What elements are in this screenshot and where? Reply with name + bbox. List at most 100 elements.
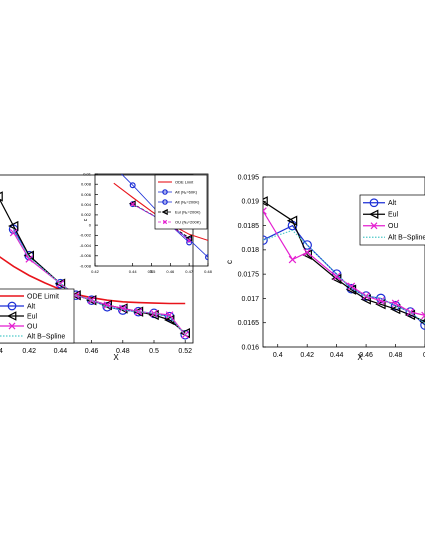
series-line [263,224,425,326]
circle-marker-legend-1 [162,189,168,195]
y-tick-label: 0.018 [241,247,259,254]
triangle-marker-4 [70,290,81,301]
legend-label: Eul (N₁=200K) [175,209,201,214]
x-marker-2 [303,248,311,257]
series-line [263,200,425,323]
circle-marker-4 [205,254,208,261]
circle-marker-legend-1 [7,301,17,311]
legend: ODE Limit Alt (N₁=60K) Alt (N₁=200K) Eul (N… [154,174,208,230]
y-axis-label: c [83,218,89,221]
x-marker-7 [134,307,143,316]
x-marker-0 [263,207,267,215]
x-marker-0 [130,201,136,207]
x-tick-label: 0.52 [178,348,192,355]
x-marker-9 [165,311,174,319]
triangle-marker-0 [263,196,268,207]
y-tick-label: 0.0175 [238,271,260,278]
plot-area [263,196,425,330]
y-tick-label: 0.006 [81,192,92,197]
x-tick-label: 0.4 [0,348,3,355]
legend-label: ODE Limit [175,179,194,184]
x-tick-label: 0.48 [204,269,213,274]
y-tick-label: 0.017 [241,296,259,303]
x-marker-6 [377,297,385,305]
x-tick-label: 0.44 [54,348,68,355]
legend-label: Alt (N₁=200K) [175,199,200,204]
x-marker-1 [288,255,297,264]
circle-marker-0 [111,164,116,169]
triangle-marker-3 [54,278,66,289]
triangle-marker-2 [185,234,193,242]
x-tick-label: 0.46 [166,269,175,274]
y-tick-label: 0.016 [241,344,259,351]
x-marker-2 [186,238,192,243]
y-tick-label: 0.004 [81,202,92,207]
triangle-marker-1 [8,220,19,232]
x-marker-1 [25,255,33,263]
x-tick-label: 0.46 [85,348,99,355]
circle-marker-legend-0 [369,198,379,208]
x-tick-label: 0.45 [148,269,157,274]
triangle-marker-6 [375,299,386,310]
legend-label: OU [27,323,38,330]
x-tick-label: 0.46 [359,352,373,359]
legend-label: Alt [27,303,35,310]
legend-label: OU (N₁=200K) [175,219,201,224]
x-tick-label: 0.44 [330,352,344,359]
y-axis-label: c [225,260,234,264]
series-alt-b-spline [13,230,186,336]
plot-area [0,191,190,340]
x-tick-label: 0.5 [149,348,159,355]
legend-label: OU [388,223,399,230]
x-marker-4 [347,282,356,291]
y-tick-label: -0.002 [80,233,92,238]
triangle-marker-legend-2 [6,311,17,321]
circle-marker-legend-2 [162,199,168,205]
legend-label: ODE Limit [27,293,59,300]
y-tick-label: 0.0165 [238,320,260,327]
plot-frame [0,174,194,344]
x-tick-label: 0.42 [22,348,36,355]
x-axis-label: X [113,353,119,362]
x-tick-label: 0.47 [185,269,194,274]
x-axis-label: X [357,353,363,362]
x-tick-label: 0.4 [273,352,283,359]
triangle-marker-1 [286,215,298,226]
triangle-marker-7 [390,303,401,315]
triangle-marker-5 [86,295,97,306]
x-marker-7 [391,299,400,308]
circle-marker-1 [129,182,136,189]
x-marker-3 [332,272,341,281]
x-marker-legend-3 [8,322,16,330]
x-tick-label: 0.42 [91,269,100,274]
y-tick-label: -0.008 [80,263,92,268]
y-tick-label: 0.002 [81,212,92,217]
x-tick-label: 0.48 [389,352,403,359]
x-marker-9 [421,311,425,320]
legend: ODE Limit Alt Eul OU Alt B−Spline [0,288,75,344]
x-marker-legend-2 [370,222,378,230]
left-chart: 0.4 0.42 0.44 0.46 0.48 0.5 0.52 X ODE Limit Alt E… [0,174,194,362]
circle-marker-0 [263,235,268,245]
y-tick-label: 0.0185 [238,223,260,230]
y-tick-label: 0 [89,222,92,227]
x-tick-label: 0.48 [116,348,130,355]
right-chart: 0.4 0.42 0.44 0.46 0.48 0 0.0195 0.019 0.0185 0.0… [225,174,425,362]
legend-label: Alt B−Spline [27,333,65,340]
y-tick-label: -0.006 [80,253,92,258]
legend-label: Alt B−Spline [388,235,425,242]
series-line [13,230,186,336]
inset-chart: 0.42 0.44 0.45 0.46 0.47 0.48 0.01 0.008 0.006 0.… [80,164,213,275]
triangle-marker-0 [0,191,3,202]
x-tick-label: 0.42 [300,352,314,359]
x-marker-4 [87,296,96,304]
legend-label: Alt (N₁=60K) [175,189,198,194]
series-line [263,210,425,316]
legend: Alt Eul OU Alt B−Spline [359,194,425,246]
triangle-marker-legend-3 [161,208,168,216]
plot-frame [262,176,425,348]
triangle-marker-7 [117,303,128,314]
y-tick-label: -0.004 [80,243,92,248]
legend-box [359,194,425,246]
